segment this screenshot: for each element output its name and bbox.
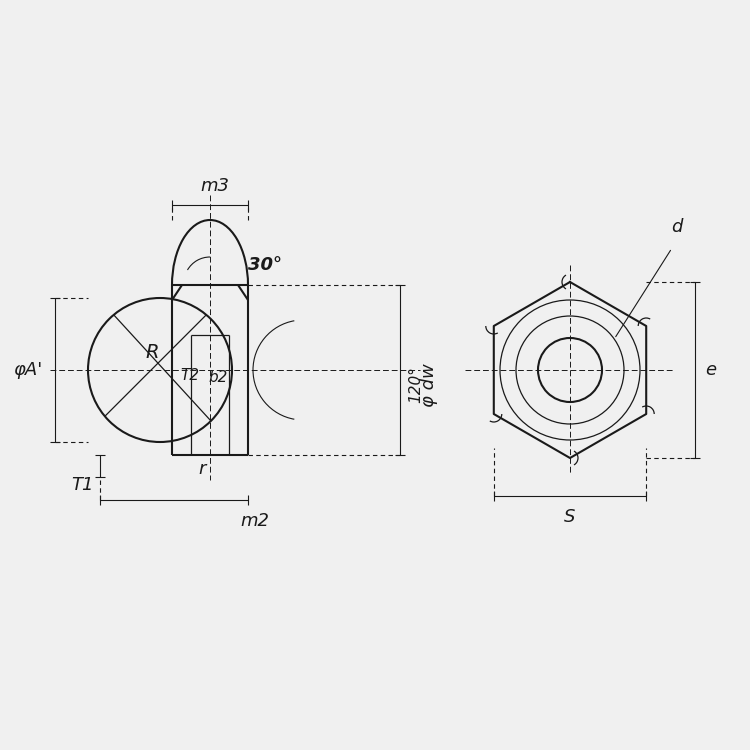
Text: r: r: [198, 460, 206, 478]
Text: 120°: 120°: [408, 367, 423, 404]
Text: φ dw: φ dw: [420, 363, 438, 407]
Text: e: e: [705, 361, 716, 379]
Text: d: d: [671, 218, 682, 236]
Text: φA': φA': [13, 361, 42, 379]
Text: T1: T1: [70, 476, 93, 494]
Text: b2: b2: [209, 370, 228, 386]
Text: 30°: 30°: [248, 256, 282, 274]
Text: m3: m3: [200, 177, 230, 195]
Text: T2: T2: [181, 368, 200, 382]
Text: S: S: [564, 508, 576, 526]
Text: R: R: [146, 343, 159, 362]
Text: m2: m2: [241, 512, 269, 530]
